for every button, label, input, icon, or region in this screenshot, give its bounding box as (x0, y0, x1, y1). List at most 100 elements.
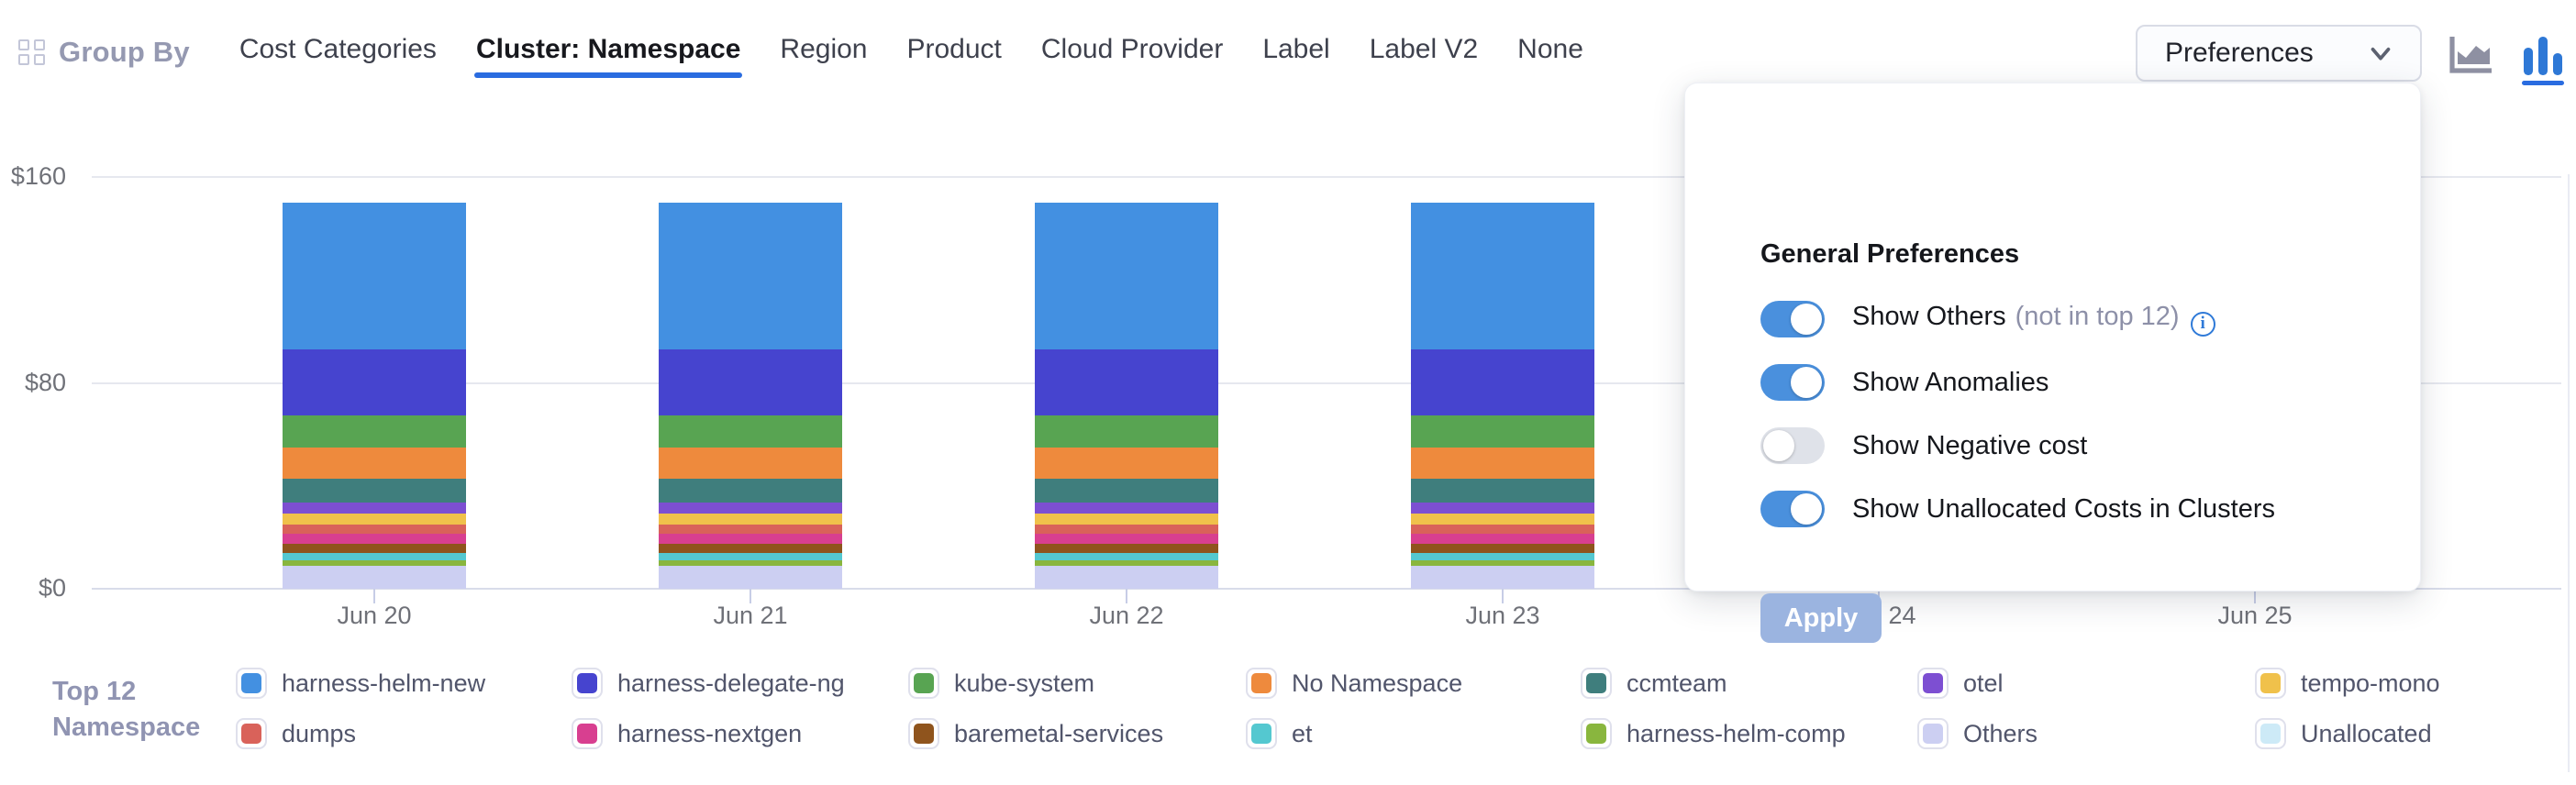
area-chart-icon[interactable] (2448, 33, 2495, 75)
legend-item-otel[interactable]: otel (1917, 668, 2004, 699)
bar-segment-harness-nextgen[interactable] (283, 533, 466, 544)
preference-label: Show Unallocated Costs in Clusters (1852, 493, 2275, 524)
legend-label: Others (1963, 719, 2038, 747)
stacked-bar-jun-23[interactable] (1411, 202, 1594, 589)
tab-cloud-provider[interactable]: Cloud Provider (1040, 34, 1224, 64)
legend-item-no-namespace[interactable]: No Namespace (1246, 668, 1462, 699)
legend-swatch-box (908, 718, 939, 749)
bar-segment-otel[interactable] (1411, 502, 1594, 514)
x-axis-label: Jun 22 (1089, 602, 1164, 629)
bar-segment-others[interactable] (1411, 565, 1594, 589)
bar-segment-ccmteam[interactable] (659, 478, 842, 503)
apply-button[interactable]: Apply (1760, 593, 1882, 643)
legend-swatch-box (1246, 718, 1277, 749)
legend-item-unallocated[interactable]: Unallocated (2255, 718, 2432, 749)
bar-segment-dumps[interactable] (1411, 524, 1594, 534)
preferences-dropdown-button[interactable]: Preferences (2136, 25, 2422, 82)
bar-segment-tempo-mono[interactable] (1035, 513, 1218, 525)
legend-item-baremetal-services[interactable]: baremetal-services (908, 718, 1163, 749)
legend-item-kube-system[interactable]: kube-system (908, 668, 1094, 699)
bar-segment-kube-system[interactable] (283, 415, 466, 448)
bar-segment-harness-nextgen[interactable] (659, 533, 842, 544)
legend-item-others[interactable]: Others (1917, 718, 2037, 749)
bar-segment-dumps[interactable] (283, 524, 466, 534)
stacked-bar-jun-21[interactable] (659, 202, 842, 589)
legend-item-harness-nextgen[interactable]: harness-nextgen (572, 718, 802, 749)
bar-segment-otel[interactable] (659, 502, 842, 514)
bar-segment-others[interactable] (283, 565, 466, 589)
bar-segment-otel[interactable] (1035, 502, 1218, 514)
bar-segment-et[interactable] (1411, 552, 1594, 561)
bar-segment-harness-helm-comp[interactable] (1035, 560, 1218, 566)
legend-item-harness-delegate-ng[interactable]: harness-delegate-ng (572, 668, 845, 699)
toggle-show-anomalies[interactable] (1760, 364, 1825, 401)
bar-segment-harness-helm-new[interactable] (283, 202, 466, 349)
bar-segment-baremetal-services[interactable] (283, 543, 466, 553)
legend-item-harness-helm-comp[interactable]: harness-helm-comp (1581, 718, 1846, 749)
bar-segment-ccmteam[interactable] (1035, 478, 1218, 503)
bar-segment-otel[interactable] (283, 502, 466, 514)
bar-segment-kube-system[interactable] (659, 415, 842, 448)
bar-segment-baremetal-services[interactable] (1411, 543, 1594, 553)
bar-segment-no-namespace[interactable] (1411, 447, 1594, 479)
info-icon[interactable]: i (2190, 311, 2215, 337)
bar-segment-harness-nextgen[interactable] (1411, 533, 1594, 544)
legend-item-dumps[interactable]: dumps (236, 718, 356, 749)
stacked-bar-jun-22[interactable] (1035, 202, 1218, 589)
tab-product[interactable]: Product (906, 34, 1002, 64)
chevron-down-icon (2371, 47, 2391, 61)
legend-item-et[interactable]: et (1246, 718, 1313, 749)
tab-none[interactable]: None (1517, 34, 1583, 64)
tab-region[interactable]: Region (780, 34, 868, 64)
legend-label: ccmteam (1627, 669, 1727, 697)
bar-segment-others[interactable] (1035, 565, 1218, 589)
bar-segment-no-namespace[interactable] (283, 447, 466, 479)
legend-swatch (914, 724, 934, 744)
bar-segment-ccmteam[interactable] (283, 478, 466, 503)
bar-segment-harness-helm-comp[interactable] (1411, 560, 1594, 566)
bar-segment-harness-helm-new[interactable] (659, 202, 842, 349)
legend-item-harness-helm-new[interactable]: harness-helm-new (236, 668, 485, 699)
stacked-bar-jun-20[interactable] (283, 202, 466, 589)
bar-segment-others[interactable] (659, 565, 842, 589)
bar-segment-et[interactable] (283, 552, 466, 561)
bar-segment-dumps[interactable] (1035, 524, 1218, 534)
legend-swatch (1251, 724, 1271, 744)
bar-segment-ccmteam[interactable] (1411, 478, 1594, 503)
tab-label[interactable]: Label (1262, 34, 1330, 64)
tab-label-v2[interactable]: Label V2 (1369, 34, 1479, 64)
bar-segment-baremetal-services[interactable] (659, 543, 842, 553)
bar-segment-et[interactable] (1035, 552, 1218, 561)
bar-segment-kube-system[interactable] (1411, 415, 1594, 448)
tab-cost-categories[interactable]: Cost Categories (239, 34, 437, 64)
bar-segment-harness-delegate-ng[interactable] (659, 348, 842, 415)
legend-item-tempo-mono[interactable]: tempo-mono (2255, 668, 2440, 699)
legend-item-ccmteam[interactable]: ccmteam (1581, 668, 1727, 699)
bar-segment-baremetal-services[interactable] (1035, 543, 1218, 553)
toggle-show-unallocated-costs-in-clusters[interactable] (1760, 491, 1825, 527)
bar-segment-tempo-mono[interactable] (283, 513, 466, 525)
legend-swatch-box (236, 668, 267, 699)
bar-segment-harness-delegate-ng[interactable] (1411, 348, 1594, 415)
legend-swatch (1586, 673, 1606, 693)
bar-segment-harness-nextgen[interactable] (1035, 533, 1218, 544)
bar-segment-kube-system[interactable] (1035, 415, 1218, 448)
bar-segment-harness-helm-new[interactable] (1411, 202, 1594, 349)
bar-segment-no-namespace[interactable] (659, 447, 842, 479)
y-axis-label: $160 (10, 162, 66, 190)
bar-segment-tempo-mono[interactable] (1411, 513, 1594, 525)
bar-segment-harness-delegate-ng[interactable] (1035, 348, 1218, 415)
bar-chart-icon[interactable] (2519, 33, 2567, 85)
toggle-show-negative-cost[interactable] (1760, 427, 1825, 464)
bar-segment-dumps[interactable] (659, 524, 842, 534)
bar-segment-no-namespace[interactable] (1035, 447, 1218, 479)
bar-segment-harness-helm-new[interactable] (1035, 202, 1218, 349)
tab-cluster-namespace[interactable]: Cluster: Namespace (473, 27, 743, 78)
bar-segment-tempo-mono[interactable] (659, 513, 842, 525)
bar-segment-harness-delegate-ng[interactable] (283, 348, 466, 415)
bar-segment-harness-helm-comp[interactable] (659, 560, 842, 566)
toggle-show-others[interactable] (1760, 301, 1825, 337)
bar-segment-harness-helm-comp[interactable] (283, 560, 466, 566)
bar-segment-et[interactable] (659, 552, 842, 561)
